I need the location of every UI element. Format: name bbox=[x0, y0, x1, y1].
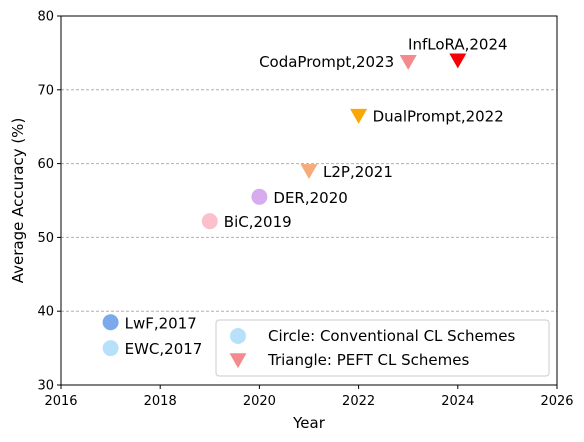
y-tick-label: 70 bbox=[37, 83, 54, 98]
point-label: InfLoRA,2024 bbox=[408, 35, 508, 53]
data-point-triangle bbox=[300, 164, 318, 180]
legend-marker-triangle bbox=[229, 353, 247, 369]
point-label: LwF,2017 bbox=[125, 314, 197, 332]
y-tick-label: 60 bbox=[37, 157, 54, 172]
data-point-triangle bbox=[399, 54, 417, 70]
point-labels-layer: LwF,2017 EWC,2017 BiC,2019 DER,2020 L2P,2021… bbox=[125, 35, 508, 358]
x-tick-label: 2022 bbox=[342, 394, 375, 409]
ticks-layer: 2016 2018 2020 2022 2024 2026 30 40 50 60 70 80 bbox=[37, 10, 573, 410]
legend-box bbox=[215, 319, 550, 377]
x-tick-label: 2018 bbox=[144, 394, 177, 409]
points-layer bbox=[102, 53, 467, 357]
data-point-triangle bbox=[350, 108, 368, 124]
x-axis-label: Year bbox=[292, 414, 326, 432]
x-tick-label: 2020 bbox=[243, 394, 276, 409]
data-point-circle bbox=[251, 188, 268, 205]
y-axis-label: Average Accuracy (%) bbox=[9, 118, 27, 284]
point-label: DualPrompt,2022 bbox=[373, 108, 504, 126]
legend-marker-circle bbox=[230, 328, 246, 344]
point-label: DER,2020 bbox=[273, 189, 347, 207]
y-tick-label: 30 bbox=[37, 379, 54, 394]
point-label: CodaPrompt,2023 bbox=[259, 53, 394, 71]
y-tick-label: 50 bbox=[37, 231, 54, 246]
data-point-triangle bbox=[449, 53, 467, 69]
y-tick-label: 40 bbox=[37, 305, 54, 320]
x-tick-label: 2016 bbox=[44, 394, 77, 409]
plot-frame bbox=[60, 15, 558, 386]
point-label: BiC,2019 bbox=[224, 213, 292, 231]
data-point-circle bbox=[102, 340, 119, 357]
legend-entry-label: Triangle: PEFT CL Schemes bbox=[267, 351, 469, 369]
grid-layer bbox=[61, 89, 557, 312]
legend-entry-label: Circle: Conventional CL Schemes bbox=[268, 327, 516, 345]
data-point-circle bbox=[102, 314, 119, 331]
y-tick-label: 80 bbox=[37, 10, 54, 25]
point-label: EWC,2017 bbox=[125, 340, 203, 358]
point-label: L2P,2021 bbox=[323, 163, 393, 181]
data-point-circle bbox=[201, 213, 218, 230]
x-tick-label: 2024 bbox=[441, 394, 474, 409]
x-tick-label: 2026 bbox=[540, 394, 573, 409]
legend: Circle: Conventional CL Schemes Triangle:… bbox=[215, 319, 550, 377]
